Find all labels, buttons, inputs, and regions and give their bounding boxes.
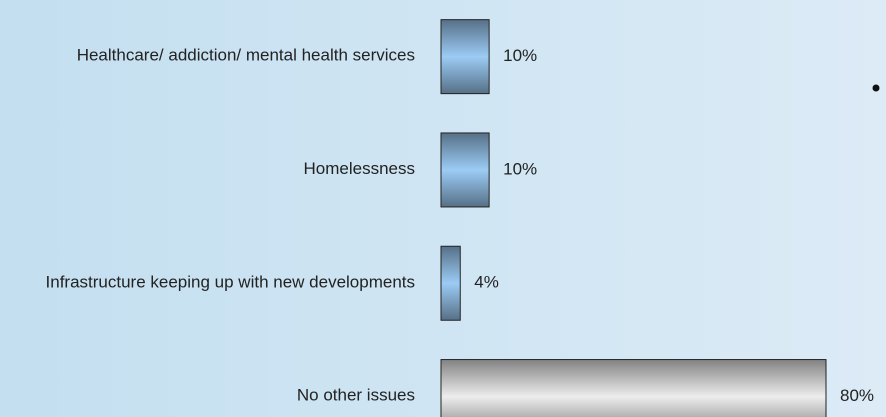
value-label: 4% — [474, 273, 499, 292]
bar — [440, 19, 490, 95]
category-label: Healthcare/ addiction/ mental health ser… — [77, 46, 415, 65]
category-label: Infrastructure keeping up with new devel… — [46, 273, 415, 292]
value-label: 80% — [840, 386, 874, 405]
category-label: No other issues — [297, 386, 415, 405]
bar — [440, 245, 461, 321]
label-line: Homelessness — [304, 159, 416, 178]
bar — [440, 359, 827, 417]
value-label: 10% — [503, 46, 537, 65]
label-line: Healthcare/ addiction/ mental health ser… — [77, 46, 415, 65]
label-line: Infrastructure keeping up with new devel… — [46, 273, 415, 292]
value-label: 10% — [503, 159, 537, 178]
category-label: Homelessness — [304, 159, 416, 178]
bullet — [872, 84, 880, 92]
bar — [440, 132, 490, 208]
label-line: No other issues — [297, 386, 415, 405]
